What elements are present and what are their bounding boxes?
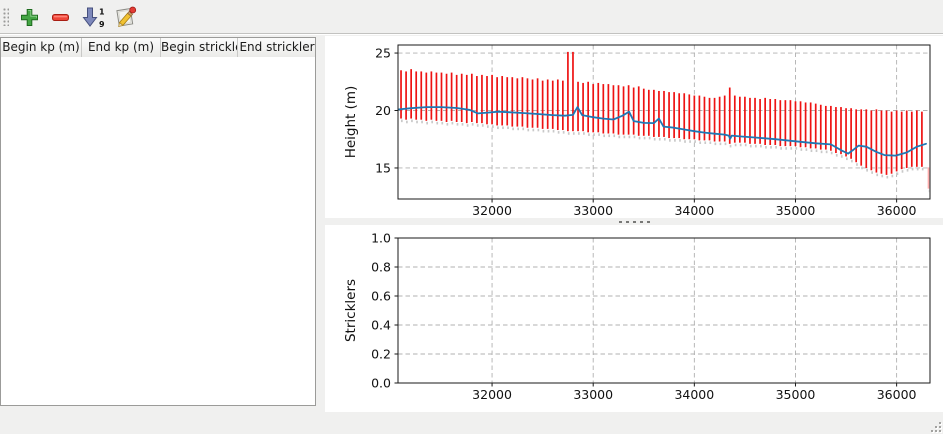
column-header-end-kp[interactable]: End kp (m): [82, 38, 161, 57]
status-bar: [0, 412, 943, 434]
svg-text:1.0: 1.0: [371, 231, 391, 246]
add-plus-icon: [20, 8, 38, 26]
column-header-begin-strickler[interactable]: Begin strickler: [161, 38, 238, 57]
svg-text:0.6: 0.6: [371, 289, 391, 304]
table-body-empty[interactable]: [1, 57, 315, 405]
stricklers-chart-canvas[interactable]: 32000 33000 34000 35000 36000 0.0 0.2 0.4 0.6 0.8…: [325, 225, 943, 412]
svg-text:33000: 33000: [573, 203, 613, 218]
svg-text:Stricklers: Stricklers: [343, 279, 359, 342]
svg-text:34000: 34000: [674, 387, 714, 402]
svg-text:36000: 36000: [877, 387, 917, 402]
svg-text:0.2: 0.2: [371, 347, 391, 362]
svg-text:32000: 32000: [472, 203, 512, 218]
edit-pencil-icon: [115, 6, 136, 28]
toolbar-grip[interactable]: [3, 8, 9, 26]
svg-text:35000: 35000: [776, 203, 816, 218]
sort-numeric-down-icon: 1 9: [82, 7, 105, 28]
remove-minus-icon: [51, 13, 69, 21]
svg-text:0.4: 0.4: [371, 318, 391, 333]
add-row-button[interactable]: [15, 3, 43, 31]
height-chart-canvas[interactable]: 32000 33000 34000 35000 36000 15 20 25 Height (m…: [325, 36, 943, 218]
chart-top-svg: 32000 33000 34000 35000 36000 15 20 25 Height (m…: [343, 44, 931, 218]
svg-text:0.0: 0.0: [371, 376, 391, 391]
svg-text:35000: 35000: [776, 387, 816, 402]
toolbar: 1 9: [0, 0, 943, 34]
svg-text:36000: 36000: [877, 203, 917, 218]
edit-button[interactable]: [111, 3, 139, 31]
sort-numeric-button[interactable]: 1 9: [80, 3, 108, 31]
svg-text:1: 1: [99, 7, 105, 16]
svg-text:20: 20: [375, 103, 391, 118]
svg-text:34000: 34000: [674, 203, 714, 218]
stricklers-table: Begin kp (m) End kp (m) Begin strickler …: [0, 37, 316, 406]
remove-row-button[interactable]: [46, 3, 74, 31]
chart-bottom-svg: 32000 33000 34000 35000 36000 0.0 0.2 0.4 0.6 0.8…: [343, 231, 931, 402]
svg-text:25: 25: [375, 46, 391, 61]
resize-grip-icon[interactable]: [928, 419, 941, 432]
svg-text:32000: 32000: [472, 387, 512, 402]
svg-text:15: 15: [375, 160, 391, 175]
svg-text:9: 9: [99, 20, 105, 28]
svg-text:0.8: 0.8: [371, 260, 391, 275]
table-header-row: Begin kp (m) End kp (m) Begin strickler …: [1, 38, 315, 58]
splitter-handle[interactable]: [325, 218, 943, 225]
column-header-end-strickler[interactable]: End strickler: [239, 40, 315, 54]
column-header-begin-kp[interactable]: Begin kp (m): [1, 38, 82, 57]
svg-text:33000: 33000: [573, 387, 613, 402]
svg-text:Height (m): Height (m): [343, 86, 359, 159]
